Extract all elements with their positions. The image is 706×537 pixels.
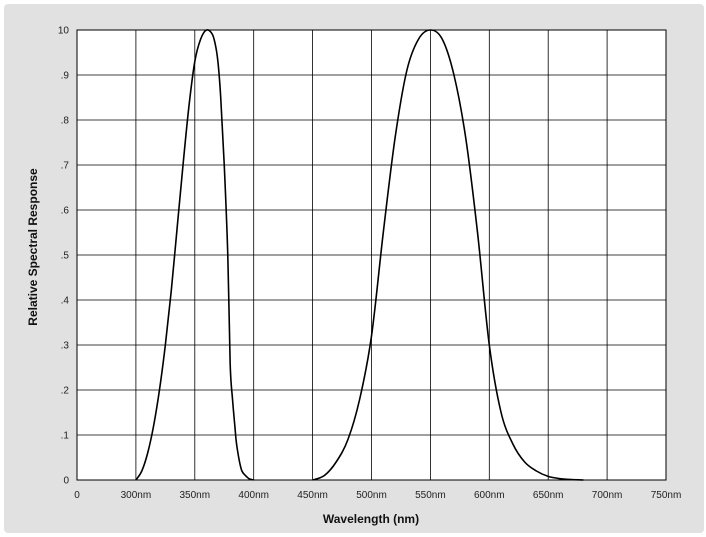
x-tick-label: 600nm	[474, 490, 505, 501]
y-tick-labels: 0 .1 .2 .3 .4 .5 .6 .7 .8 .9 10	[58, 26, 70, 487]
x-tick-label: 0	[74, 490, 80, 501]
response-curve-1	[135, 29, 254, 481]
x-axis-label: Wavelength (nm)	[323, 512, 419, 526]
curves	[135, 29, 584, 481]
x-tick-label: 750nm	[651, 490, 682, 501]
y-tick-label: .4	[61, 296, 70, 307]
y-tick-label: 0	[63, 476, 69, 487]
y-tick-label: .9	[61, 71, 70, 82]
y-axis-label: Relative Spectral Response	[26, 168, 40, 326]
response-curve-2	[312, 29, 584, 481]
y-tick-label: .2	[61, 386, 70, 397]
x-tick-label: 350nm	[180, 490, 211, 501]
x-tick-label: 550nm	[415, 490, 446, 501]
y-tick-label: .1	[61, 431, 70, 442]
y-tick-label: .7	[61, 161, 70, 172]
x-tick-label: 450nm	[297, 490, 328, 501]
grid-lines	[76, 29, 667, 481]
x-tick-label: 650nm	[533, 490, 564, 501]
y-tick-label: 10	[58, 26, 70, 37]
x-tick-label: 300nm	[121, 490, 152, 501]
y-tick-label: .6	[61, 206, 70, 217]
y-tick-label: .3	[61, 341, 70, 352]
x-tick-label: 500nm	[356, 490, 387, 501]
x-tick-labels: 0 300nm 350nm 400nm 450nm 500nm 550nm 600nm 650n…	[74, 490, 681, 501]
y-tick-label: .5	[61, 251, 70, 262]
x-tick-label: 400nm	[238, 490, 269, 501]
y-tick-label: .8	[61, 116, 70, 127]
x-tick-label: 700nm	[592, 490, 623, 501]
